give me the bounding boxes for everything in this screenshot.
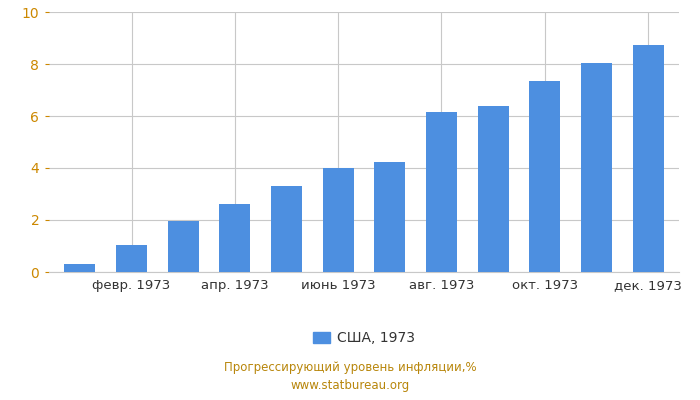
Bar: [477, 106, 509, 272]
Legend: США, 1973: США, 1973: [307, 326, 421, 351]
Bar: [633, 45, 664, 272]
Bar: [168, 221, 199, 272]
Text: www.statbureau.org: www.statbureau.org: [290, 379, 410, 392]
Bar: [116, 245, 147, 272]
Bar: [581, 63, 612, 272]
Bar: [529, 81, 560, 272]
Bar: [219, 204, 251, 272]
Bar: [426, 112, 457, 272]
Text: Прогрессирующий уровень инфляции,%: Прогрессирующий уровень инфляции,%: [224, 361, 476, 374]
Bar: [323, 168, 354, 272]
Bar: [374, 162, 405, 272]
Bar: [64, 264, 95, 272]
Bar: [271, 186, 302, 272]
